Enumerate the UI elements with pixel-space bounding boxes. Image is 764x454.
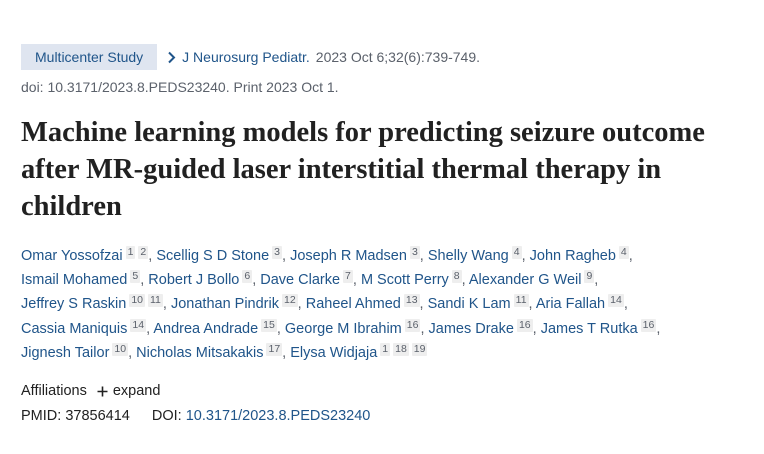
author-item: James Drake 16, [428, 318, 537, 337]
author-name-link[interactable]: Raheel Ahmed [305, 296, 401, 313]
affiliation-number-button[interactable]: 12 [281, 294, 298, 308]
author-name-link[interactable]: Joseph R Madsen [290, 248, 407, 264]
affiliations-row: Affiliations expand [21, 383, 741, 399]
article-title: Machine learning models for predicting s… [21, 117, 705, 222]
affiliation-number-button[interactable]: 10 [129, 294, 145, 308]
affiliation-number-button[interactable]: 19 [411, 342, 428, 356]
author-item: Dave Clarke 7, [260, 270, 357, 289]
affiliation-number-button[interactable]: 14 [130, 318, 147, 332]
author-name-link[interactable]: Andrea Andrade [153, 320, 259, 337]
affiliation-number-button[interactable]: 10 [112, 342, 129, 356]
publication-meta: Multicenter Study J Neurosurg Pediatr. 2… [21, 44, 741, 70]
author-name-link[interactable]: John Ragheb [529, 248, 616, 264]
affiliation-number-button[interactable]: 16 [640, 318, 657, 332]
author-item: M Scott Perry 8, [360, 270, 466, 289]
author-name-link[interactable]: Ismail Mohamed [21, 272, 128, 289]
affiliation-number-button[interactable]: 5 [130, 270, 141, 284]
author-item: Cassia Maniquis 14, [21, 318, 151, 337]
affiliation-number-button[interactable]: 6 [242, 270, 253, 284]
author-name-link[interactable]: M Scott Perry [360, 272, 449, 289]
author-item: Nicholas Mitsakakis 17, [136, 342, 287, 361]
affiliation-number-button[interactable]: 4 [511, 246, 522, 259]
affiliation-number-button[interactable]: 17 [266, 342, 283, 356]
author-name-link[interactable]: Cassia Maniquis [21, 320, 128, 337]
author-item: Aria Fallah 14, [535, 294, 628, 313]
affiliation-number-button[interactable]: 15 [261, 318, 277, 332]
author-item: Jeffrey S Raskin 10 11, [21, 294, 167, 313]
doi-print-line: doi: 10.3171/2023.8.PEDS23240. Print 202… [21, 79, 339, 95]
affiliation-number-button[interactable]: 11 [513, 294, 529, 308]
author-name-link[interactable]: Alexander G Weil [468, 272, 582, 289]
author-name-link[interactable]: James Drake [428, 320, 514, 337]
author-name-link[interactable]: Sandi K Lam [427, 296, 511, 313]
affiliation-number-button[interactable]: 11 [148, 294, 163, 308]
author-name-link[interactable]: James T Rutka [540, 320, 638, 337]
affiliation-number-button[interactable]: 13 [403, 294, 420, 308]
chevron-right-icon [167, 51, 176, 64]
affiliation-number-button[interactable]: 3 [272, 246, 282, 259]
affiliation-number-button[interactable]: 3 [409, 246, 420, 259]
affiliation-number-button[interactable]: 16 [516, 318, 533, 332]
author-item: George M Ibrahim 16, [284, 318, 425, 337]
journal-link[interactable]: J Neurosurg Pediatr. [182, 49, 310, 65]
pmid-label: PMID: [21, 408, 62, 425]
citation-details: 2023 Oct 6;32(6):739-749. [315, 49, 481, 65]
author-name-link[interactable]: Elysa Widjaja [290, 344, 378, 361]
affiliation-number-button[interactable]: 1 [380, 342, 391, 356]
author-name-link[interactable]: Omar Yossofzai [21, 248, 123, 264]
publication-type-badge[interactable]: Multicenter Study [21, 44, 158, 70]
author-item: Shelly Wang 4, [427, 246, 526, 264]
author-item: Jignesh Tailor 10, [21, 342, 133, 361]
pmid-value: 37856414 [65, 408, 130, 425]
author-item: Robert J Bollo 6, [148, 270, 257, 289]
article-header: Multicenter Study J Neurosurg Pediatr. 2… [21, 44, 741, 424]
expand-label: expand [112, 383, 161, 400]
affiliation-number-button[interactable]: 7 [343, 270, 353, 284]
affiliation-number-button[interactable]: 14 [608, 294, 624, 308]
author-item: Raheel Ahmed 13, [305, 294, 424, 313]
author-name-link[interactable]: Aria Fallah [535, 296, 606, 313]
author-item: James T Rutka 16, [540, 318, 661, 337]
author-name-link[interactable]: Jignesh Tailor [21, 344, 110, 361]
doi-label: DOI: [151, 408, 182, 425]
affiliation-number-button[interactable]: 2 [138, 246, 149, 259]
expand-affiliations-button[interactable]: expand [97, 383, 161, 400]
affiliation-number-button[interactable]: 8 [451, 270, 462, 284]
authors-list: Omar Yossofzai 1 2, Scellig S D Stone 3, Jo… [21, 244, 741, 365]
affiliation-number-button[interactable]: 4 [618, 246, 629, 259]
author-name-link[interactable]: George M Ibrahim [284, 320, 402, 337]
author-name-link[interactable]: Dave Clarke [260, 272, 341, 289]
author-item: Elysa Widjaja 1 18 19 [290, 342, 428, 361]
identifiers-row: PMID: 37856414 DOI: 10.3171/2023.8.PEDS2… [21, 408, 741, 424]
author-item: John Ragheb 4, [529, 246, 633, 264]
author-name-link[interactable]: Jonathan Pindrik [170, 296, 279, 313]
affiliations-label: Affiliations [21, 383, 87, 400]
affiliation-number-button[interactable]: 9 [584, 270, 595, 284]
affiliation-number-button[interactable]: 18 [393, 342, 409, 356]
author-name-link[interactable]: Nicholas Mitsakakis [136, 344, 264, 361]
affiliation-number-button[interactable]: 16 [404, 318, 421, 332]
author-name-link[interactable]: Scellig S D Stone [156, 248, 270, 264]
doi-link[interactable]: 10.3171/2023.8.PEDS23240 [185, 408, 371, 425]
author-item: Scellig S D Stone 3, [156, 246, 287, 264]
author-name-link[interactable]: Robert J Bollo [148, 272, 240, 289]
author-item: Omar Yossofzai 1 2, [21, 246, 153, 264]
author-name-link[interactable]: Jeffrey S Raskin [21, 296, 127, 313]
author-item: Sandi K Lam 11, [427, 294, 533, 313]
plus-icon [97, 386, 108, 397]
author-item: Andrea Andrade 15, [153, 318, 281, 337]
author-item: Joseph R Madsen 3, [290, 246, 424, 264]
author-name-link[interactable]: Shelly Wang [427, 248, 509, 264]
author-item: Jonathan Pindrik 12, [170, 294, 302, 313]
author-item: Ismail Mohamed 5, [21, 270, 145, 289]
author-item: Alexander G Weil 9, [468, 270, 599, 289]
affiliation-number-button[interactable]: 1 [125, 246, 136, 259]
